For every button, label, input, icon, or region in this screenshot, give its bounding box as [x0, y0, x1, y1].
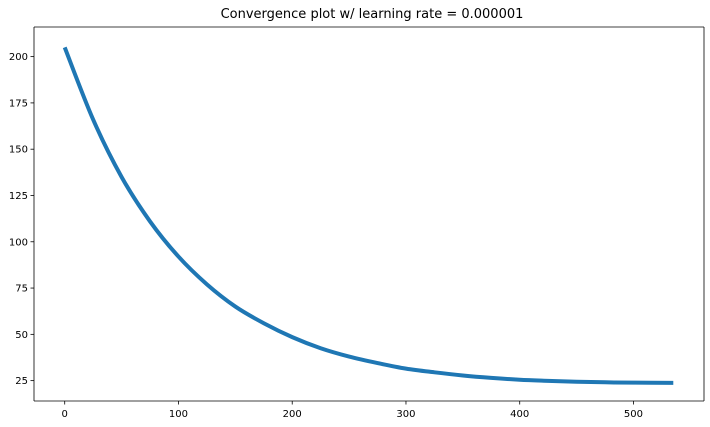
x-tick-label: 300	[396, 409, 415, 420]
x-tick-label: 200	[283, 409, 302, 420]
axis-ticks: 0 100 200 300 400 500 25 50 75 100 125 150 175 200	[9, 52, 643, 420]
y-tick-label: 200	[9, 52, 28, 63]
y-tick-label: 125	[9, 191, 28, 202]
plot-area	[34, 27, 704, 401]
series-layer	[62, 46, 674, 385]
x-tick-label: 100	[169, 409, 188, 420]
y-tick-label: 75	[15, 284, 28, 295]
chart-title: Convergence plot w/ learning rate = 0.00…	[221, 7, 524, 22]
x-tick-label: 500	[624, 409, 643, 420]
y-tick-label: 100	[9, 237, 28, 248]
y-tick-label: 25	[15, 376, 28, 387]
x-tick-label: 400	[510, 409, 529, 420]
axes-frame	[33, 26, 705, 402]
x-tick-label: 0	[62, 409, 68, 420]
y-tick-label: 150	[9, 145, 28, 156]
y-tick-label: 50	[15, 330, 28, 341]
series-line	[62, 46, 674, 385]
y-tick-label: 175	[9, 98, 28, 109]
